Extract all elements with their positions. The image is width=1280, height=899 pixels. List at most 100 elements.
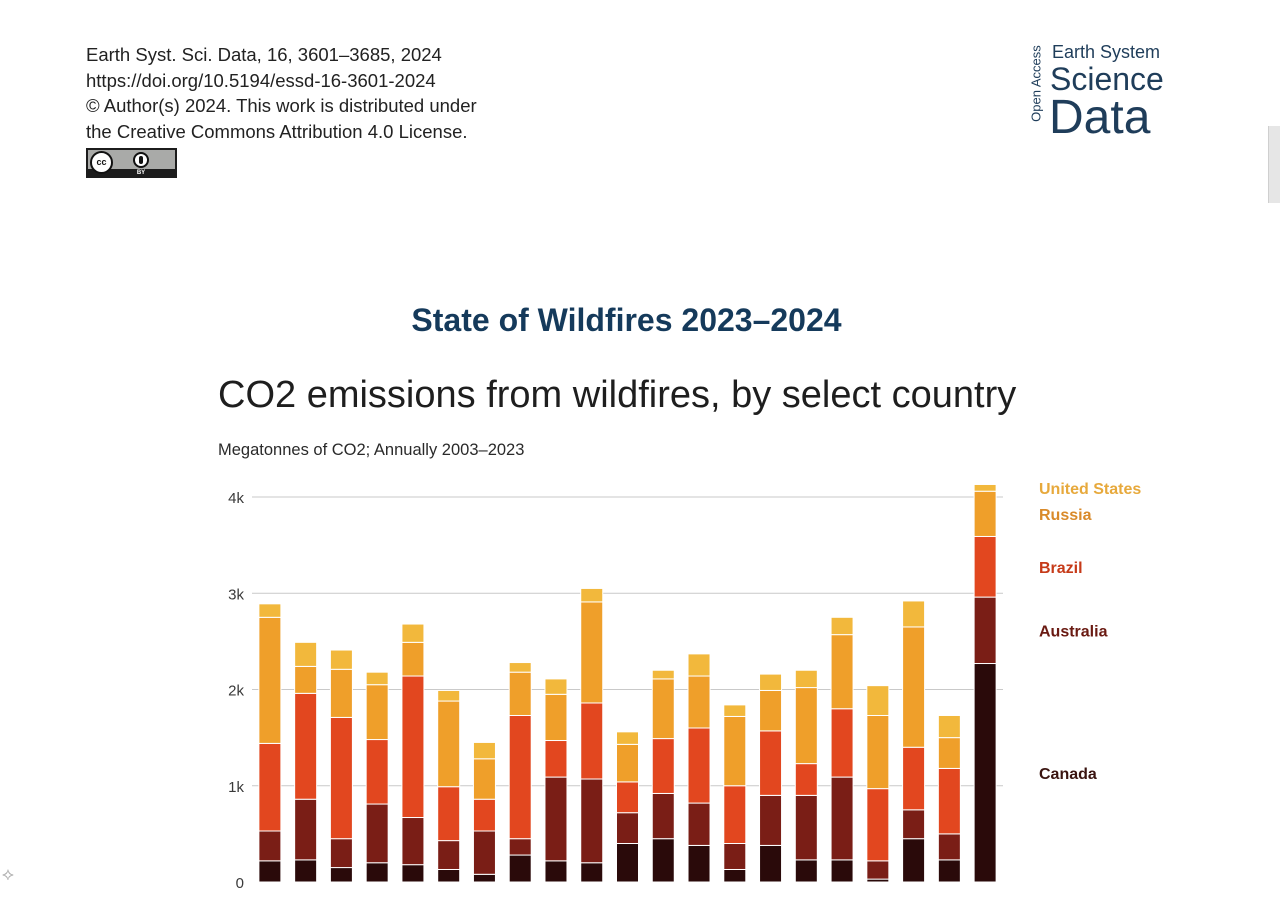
bar-segment bbox=[365, 862, 389, 883]
journal-logo[interactable]: Open Access Earth System Science Data bbox=[1026, 40, 1186, 150]
bar-segment bbox=[294, 859, 318, 883]
y-tick-label: 2k bbox=[228, 683, 244, 700]
bar-segment bbox=[830, 859, 854, 883]
bar-segment bbox=[937, 833, 961, 861]
bar-segment bbox=[580, 862, 604, 883]
bar-segment bbox=[294, 665, 318, 694]
bar-segment bbox=[902, 746, 926, 811]
bar-segment bbox=[401, 817, 425, 866]
bar-segment bbox=[401, 864, 425, 883]
bar-segment bbox=[759, 689, 783, 732]
citation-doi[interactable]: https://doi.org/10.5194/essd-16-3601-202… bbox=[86, 69, 436, 91]
bar-segment bbox=[580, 587, 604, 603]
cc-by-license-badge[interactable]: cc BY bbox=[86, 148, 177, 178]
bar-segment bbox=[759, 730, 783, 796]
bar-segment bbox=[687, 802, 711, 846]
bar-segment bbox=[329, 649, 353, 670]
bar-segment bbox=[937, 767, 961, 835]
scrollbar-thumb[interactable] bbox=[1268, 126, 1280, 203]
bar-segment bbox=[759, 844, 783, 883]
bar-segment bbox=[687, 675, 711, 729]
bar-segment bbox=[973, 596, 997, 665]
chart-title: CO2 emissions from wildfires, by select … bbox=[218, 374, 1017, 416]
bar-segment bbox=[329, 867, 353, 883]
bar-segment bbox=[329, 838, 353, 869]
bar-segment bbox=[830, 634, 854, 710]
bar-segment bbox=[651, 838, 675, 883]
bar-segment bbox=[902, 626, 926, 748]
bar-segment bbox=[437, 689, 461, 702]
bar-segment bbox=[544, 776, 568, 862]
bar-segment bbox=[902, 809, 926, 840]
legend-label: Canada bbox=[1039, 766, 1097, 783]
bar-segment bbox=[759, 673, 783, 691]
bar-segment bbox=[937, 859, 961, 883]
bar-segment bbox=[294, 692, 318, 800]
bar-segment bbox=[294, 641, 318, 667]
bar-segment bbox=[794, 763, 818, 796]
y-tick-label: 1k bbox=[228, 779, 244, 796]
bar-segment bbox=[294, 798, 318, 861]
bar-segment bbox=[508, 838, 532, 856]
bar-segment bbox=[508, 714, 532, 840]
bar-segment bbox=[866, 788, 890, 862]
bar-segment bbox=[472, 798, 496, 832]
attribution-icon bbox=[133, 152, 149, 168]
bar-segment bbox=[508, 671, 532, 716]
bar-segment bbox=[258, 860, 282, 883]
bar-segment bbox=[544, 740, 568, 778]
citation-license: the Creative Commons Attribution 4.0 Lic… bbox=[86, 120, 468, 142]
bar-segment bbox=[723, 704, 747, 717]
bar-segment bbox=[401, 675, 425, 819]
bar-segment bbox=[687, 727, 711, 804]
logo-line-science: Science bbox=[1050, 61, 1164, 97]
bar-segment bbox=[472, 758, 496, 800]
bar-segment bbox=[616, 743, 639, 783]
bar-segment bbox=[723, 868, 747, 883]
bar-segment bbox=[544, 678, 568, 695]
y-tick-label: 3k bbox=[228, 586, 244, 603]
bar-segment bbox=[973, 535, 997, 598]
bar-segment bbox=[580, 702, 604, 780]
bar-segment bbox=[723, 843, 747, 870]
bar-segment bbox=[794, 859, 818, 883]
bar-segment bbox=[258, 603, 282, 618]
bar-segment bbox=[866, 714, 890, 790]
bar-segment bbox=[365, 671, 389, 686]
bar-segment bbox=[544, 693, 568, 742]
bar-segment bbox=[472, 741, 496, 760]
bar-segment bbox=[830, 708, 854, 778]
bar-segment bbox=[544, 860, 568, 883]
bar-segment bbox=[866, 860, 890, 880]
legend-label: Brazil bbox=[1039, 560, 1083, 577]
citation-copyright: © Author(s) 2024. This work is distribut… bbox=[86, 95, 477, 116]
cc-icon: cc bbox=[90, 151, 113, 174]
bar-segment bbox=[401, 623, 425, 643]
bar-segment bbox=[616, 843, 639, 883]
bar-segment bbox=[723, 785, 747, 844]
bar-segment bbox=[329, 668, 353, 718]
bar-segment bbox=[937, 714, 961, 739]
bar-segment bbox=[651, 738, 675, 794]
by-label: BY bbox=[136, 170, 146, 176]
bar-segment bbox=[616, 812, 639, 845]
resize-grip-icon: ⟡ bbox=[2, 864, 14, 884]
bar-segment bbox=[759, 794, 783, 846]
bar-segment bbox=[723, 715, 747, 787]
bar-segment bbox=[830, 616, 854, 636]
page-title: State of Wildfires 2023–2024 bbox=[411, 302, 842, 338]
bar-segment bbox=[437, 840, 461, 870]
bar-segment bbox=[973, 490, 997, 537]
bar-segment bbox=[866, 685, 890, 716]
bar-segment bbox=[902, 838, 926, 883]
bar-segment bbox=[794, 794, 818, 861]
bar-segment bbox=[616, 781, 639, 814]
y-tick-label: 4k bbox=[228, 490, 244, 507]
bar-segment bbox=[794, 687, 818, 765]
bar-segment bbox=[973, 663, 997, 883]
bar-segment bbox=[472, 830, 496, 875]
article-citation: Earth Syst. Sci. Data, 16, 3601–3685, 20… bbox=[86, 42, 477, 144]
y-tick-label: 0 bbox=[236, 875, 244, 892]
bar-segment bbox=[365, 739, 389, 805]
